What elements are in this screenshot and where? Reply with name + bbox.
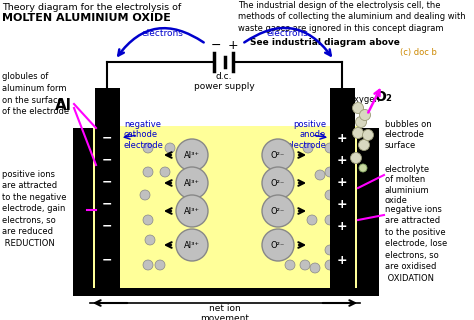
Text: O₂: O₂	[374, 90, 392, 104]
Text: −: −	[102, 175, 112, 188]
Text: −: −	[211, 39, 221, 52]
Text: negative ions
are attracted
to the positive
electrode, lose
electrons, so
are ox: negative ions are attracted to the posit…	[385, 205, 447, 283]
Circle shape	[143, 260, 153, 270]
Text: Theory diagram for the electrolysis of: Theory diagram for the electrolysis of	[2, 3, 181, 12]
Circle shape	[176, 229, 208, 261]
Circle shape	[145, 235, 155, 245]
Text: −: −	[102, 132, 112, 145]
Text: electrons: electrons	[266, 29, 308, 38]
Text: +: +	[337, 175, 347, 188]
Text: See industrial diagram above: See industrial diagram above	[250, 38, 400, 47]
Text: O²⁻: O²⁻	[271, 150, 285, 159]
Circle shape	[359, 109, 371, 121]
Circle shape	[262, 139, 294, 171]
Circle shape	[356, 116, 366, 127]
Circle shape	[285, 260, 295, 270]
Circle shape	[359, 164, 367, 172]
Circle shape	[176, 167, 208, 199]
Circle shape	[155, 260, 165, 270]
Text: globules of
aluminum form
on the surface
of the electrode: globules of aluminum form on the surface…	[2, 72, 69, 116]
Text: −: −	[102, 253, 112, 267]
Circle shape	[262, 229, 294, 261]
Circle shape	[325, 167, 335, 177]
Text: Al³⁺: Al³⁺	[184, 206, 200, 215]
Text: negative
cathode
electrode: negative cathode electrode	[124, 120, 164, 150]
Text: +: +	[228, 39, 238, 52]
Text: +: +	[337, 132, 347, 145]
Text: Al: Al	[55, 99, 72, 114]
Circle shape	[315, 170, 325, 180]
Text: (c) doc b: (c) doc b	[400, 48, 437, 57]
Text: The industrial design of the electrolysis cell, the
methods of collecting the al: The industrial design of the electrolysi…	[238, 1, 465, 33]
Text: electrons: electrons	[141, 29, 183, 38]
Bar	[95, 88, 120, 288]
Bar	[73, 288, 377, 296]
Circle shape	[325, 260, 335, 270]
Circle shape	[160, 167, 170, 177]
Circle shape	[143, 143, 153, 153]
Circle shape	[262, 167, 294, 199]
Circle shape	[350, 153, 362, 164]
Circle shape	[303, 143, 313, 153]
Text: net ion
movement: net ion movement	[201, 304, 249, 320]
Bar	[330, 88, 355, 288]
Text: MOLTEN ALUMINIUM OXIDE: MOLTEN ALUMINIUM OXIDE	[2, 13, 171, 23]
Text: oxygen
gas: oxygen gas	[350, 95, 381, 114]
Circle shape	[353, 102, 364, 114]
Bar	[95, 126, 359, 288]
Text: +: +	[337, 197, 347, 211]
Bar	[357, 128, 379, 296]
Circle shape	[176, 139, 208, 171]
Circle shape	[105, 245, 115, 255]
Circle shape	[325, 143, 335, 153]
Circle shape	[140, 190, 150, 200]
Text: Al³⁺: Al³⁺	[184, 150, 200, 159]
Circle shape	[307, 215, 317, 225]
Text: +: +	[337, 220, 347, 233]
Bar	[95, 128, 357, 288]
Circle shape	[262, 195, 294, 227]
Circle shape	[105, 200, 115, 210]
Text: +: +	[337, 253, 347, 267]
Circle shape	[105, 220, 115, 230]
Text: electrolyte
of molten
aluminium
oxide: electrolyte of molten aluminium oxide	[385, 165, 430, 205]
Text: bubbles on
electrode
surface: bubbles on electrode surface	[385, 120, 432, 150]
Text: −: −	[102, 154, 112, 166]
Text: Al³⁺: Al³⁺	[184, 241, 200, 250]
Circle shape	[143, 167, 153, 177]
Text: +: +	[337, 154, 347, 166]
Circle shape	[105, 180, 115, 190]
Circle shape	[176, 195, 208, 227]
Circle shape	[325, 245, 335, 255]
Text: positive
anode
electrode: positive anode electrode	[286, 120, 326, 150]
Text: O²⁻: O²⁻	[271, 206, 285, 215]
Bar	[93, 128, 359, 288]
Text: −: −	[102, 197, 112, 211]
Circle shape	[310, 263, 320, 273]
Circle shape	[353, 127, 364, 139]
Text: O²⁻: O²⁻	[271, 179, 285, 188]
Circle shape	[165, 143, 175, 153]
Text: d.c.
power supply: d.c. power supply	[193, 72, 255, 92]
Circle shape	[300, 260, 310, 270]
Circle shape	[143, 215, 153, 225]
Text: O²⁻: O²⁻	[271, 241, 285, 250]
Circle shape	[358, 140, 370, 150]
Circle shape	[105, 263, 115, 273]
Circle shape	[363, 130, 374, 140]
Text: Al³⁺: Al³⁺	[184, 179, 200, 188]
Circle shape	[325, 215, 335, 225]
Circle shape	[325, 190, 335, 200]
Bar	[73, 128, 93, 296]
Text: −: −	[102, 220, 112, 233]
Circle shape	[105, 143, 115, 153]
Text: positive ions
are attracted
to the negative
electrode, gain
electrons, so
are re: positive ions are attracted to the negat…	[2, 170, 66, 248]
Circle shape	[105, 160, 115, 170]
